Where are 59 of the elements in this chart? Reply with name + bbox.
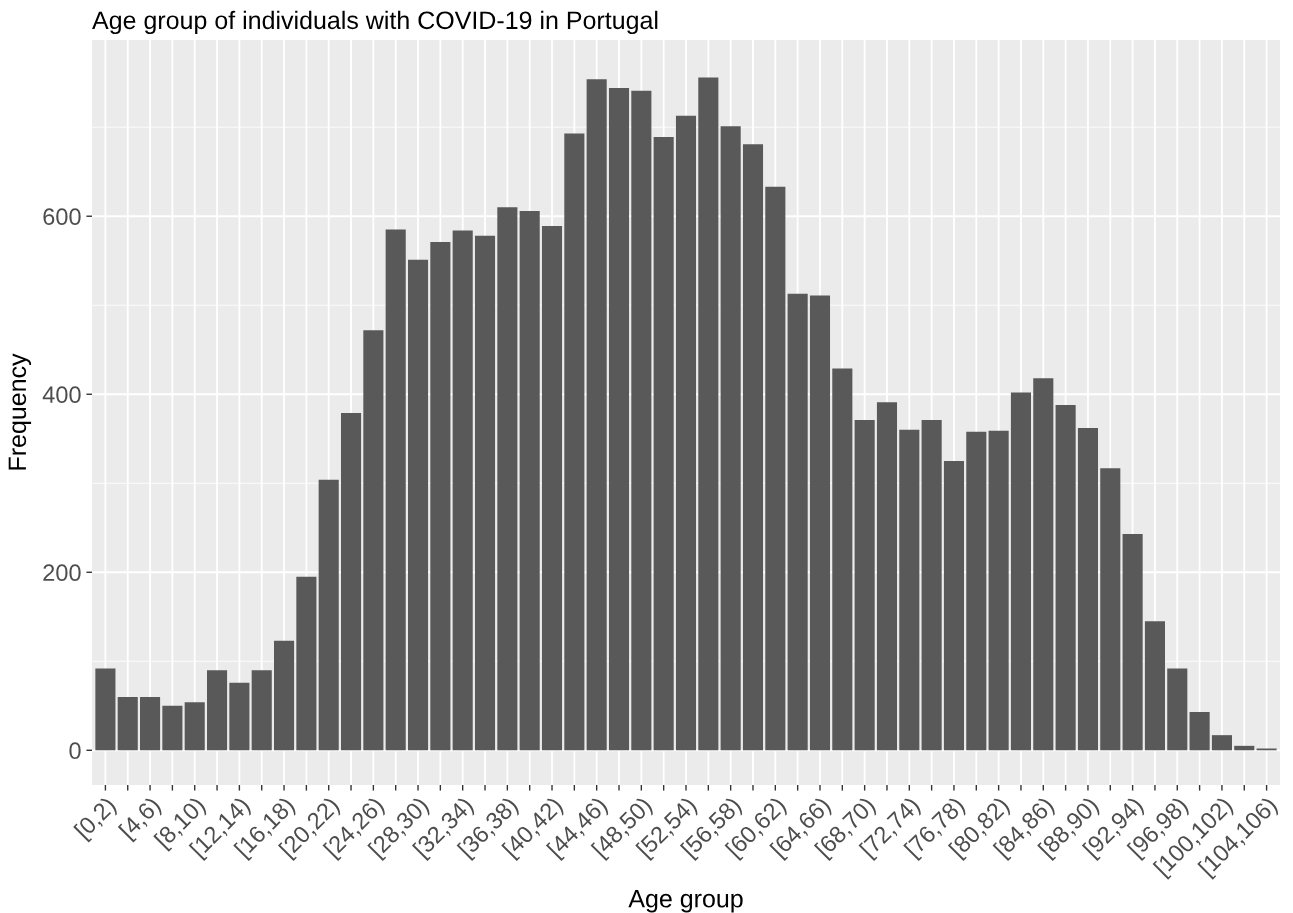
bar [787,293,808,751]
bar [1033,378,1054,751]
bar [519,210,540,751]
bar [385,229,406,751]
bar [1077,428,1098,751]
bar [631,90,652,751]
bar [452,230,473,751]
bar [899,429,920,751]
bar [966,431,987,751]
bar [653,137,674,751]
bar [1189,712,1210,751]
bar [742,144,764,751]
bar [207,670,228,751]
bar [117,696,138,751]
bar [1010,392,1032,751]
bar [430,242,451,751]
y-tick-label: 200 [43,564,81,582]
y-tick-label: 600 [43,208,81,226]
bar [1211,735,1232,751]
bar [765,186,786,751]
bar [854,420,875,751]
y-axis-title: Frequency [8,353,32,470]
bar [1122,534,1143,751]
bar [876,402,898,751]
bar [921,420,942,751]
y-tick-label: 400 [42,386,81,404]
bar [184,702,205,751]
bar [363,330,384,751]
bar [274,640,295,751]
x-axis-title: Age group [628,890,743,913]
bar [832,368,853,751]
bar [1055,404,1076,751]
bar [497,207,518,751]
bar [140,696,161,751]
y-tick-label: 0 [69,742,81,760]
chart-title: Age group of individuals with COVID-19 in Portugal [92,10,658,35]
bar [340,412,362,751]
bar [564,133,585,751]
bar [1100,468,1121,751]
bar [95,668,116,751]
bar [988,430,1009,751]
bar [698,77,719,751]
bar [675,115,697,751]
bar [162,705,183,751]
bar [251,670,272,751]
bar [608,88,630,751]
bar [229,682,250,751]
bar [1234,745,1255,751]
bar [296,576,317,751]
bar [407,259,429,751]
bar [541,226,563,751]
bar [474,235,496,751]
bar [318,479,339,751]
bar [586,79,607,751]
bar [943,461,965,751]
bar [720,126,741,751]
bar [1144,621,1165,751]
bar [809,295,831,751]
bar [1167,668,1188,751]
